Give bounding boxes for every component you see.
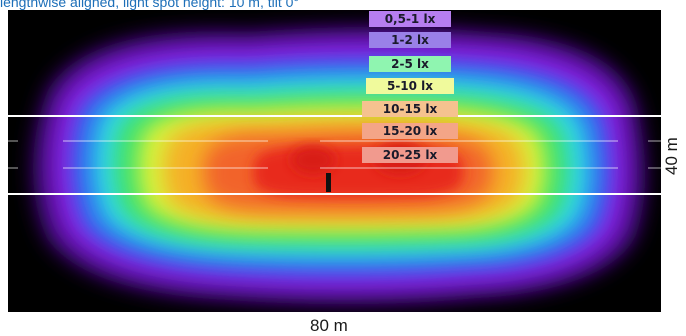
hotspot-left xyxy=(291,146,335,174)
luminaire-marker xyxy=(326,173,331,192)
legend-item-10-15-lx: 10-15 lx xyxy=(362,101,458,117)
width-dimension-label: 80 m xyxy=(310,316,348,335)
height-dimension-label: 40 m xyxy=(662,137,681,175)
legend-item-2-5-lx: 2-5 lx xyxy=(369,56,451,72)
caption: lengthwise aligned, light spot height: 1… xyxy=(0,0,299,10)
field-lines xyxy=(8,115,661,195)
legend-item-15-20-lx: 15-20 lx xyxy=(362,123,458,139)
illuminance-plot xyxy=(8,10,661,312)
isolux-heatmap xyxy=(8,10,661,312)
legend-item-0-5-1-lx: 0,5-1 lx xyxy=(369,11,451,27)
legend-item-20-25-lx: 20-25 lx xyxy=(362,147,458,163)
legend-item-1-2-lx: 1-2 lx xyxy=(369,32,451,48)
light-distribution xyxy=(33,26,646,305)
legend-item-5-10-lx: 5-10 lx xyxy=(366,78,454,94)
